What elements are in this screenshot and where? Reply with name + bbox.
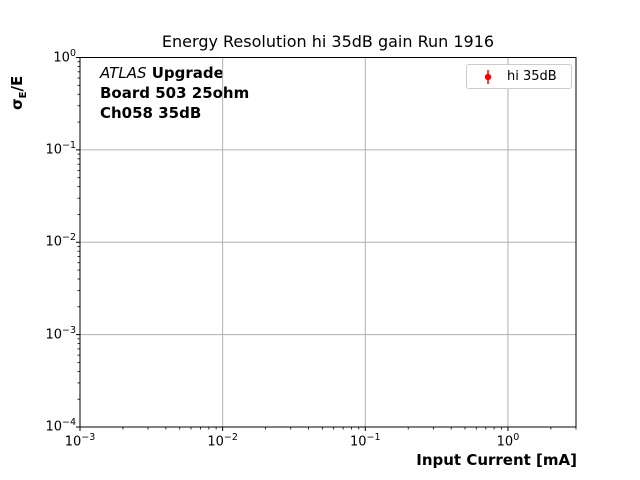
y-tick-label: 10−4 [45,417,76,435]
legend: hi 35dB [466,64,572,89]
x-tick-label: 10−3 [64,432,96,450]
annotation-line-2: Board 503 25ohm [100,84,250,102]
y-tick-label: 10−3 [45,324,76,342]
x-axis-label: Input Current [mA] [416,451,577,469]
y-tick-label: 10−2 [45,232,76,250]
plot-annotation: ATLAS Upgrade Board 503 25ohm Ch058 35dB [100,63,249,123]
x-tick-label: 10−2 [207,432,238,450]
annotation-upgrade: Upgrade [146,64,224,82]
annotation-line-3: Ch058 35dB [100,104,202,122]
errorbar-dot [484,73,492,80]
legend-label: hi 35dB [507,69,557,84]
annotation-atlas: ATLAS [100,64,147,82]
y-tick-label: 10−1 [45,139,76,158]
x-tick-label: 100 [496,432,520,450]
chart-title: Energy Resolution hi 35dB gain Run 1916 [161,32,495,51]
annotation-line-1: ATLAS Upgrade [100,63,249,83]
y-tick-label: 100 [53,47,76,65]
x-tick-label: 10−1 [350,432,381,450]
errorbar-marker-icon [484,69,492,84]
